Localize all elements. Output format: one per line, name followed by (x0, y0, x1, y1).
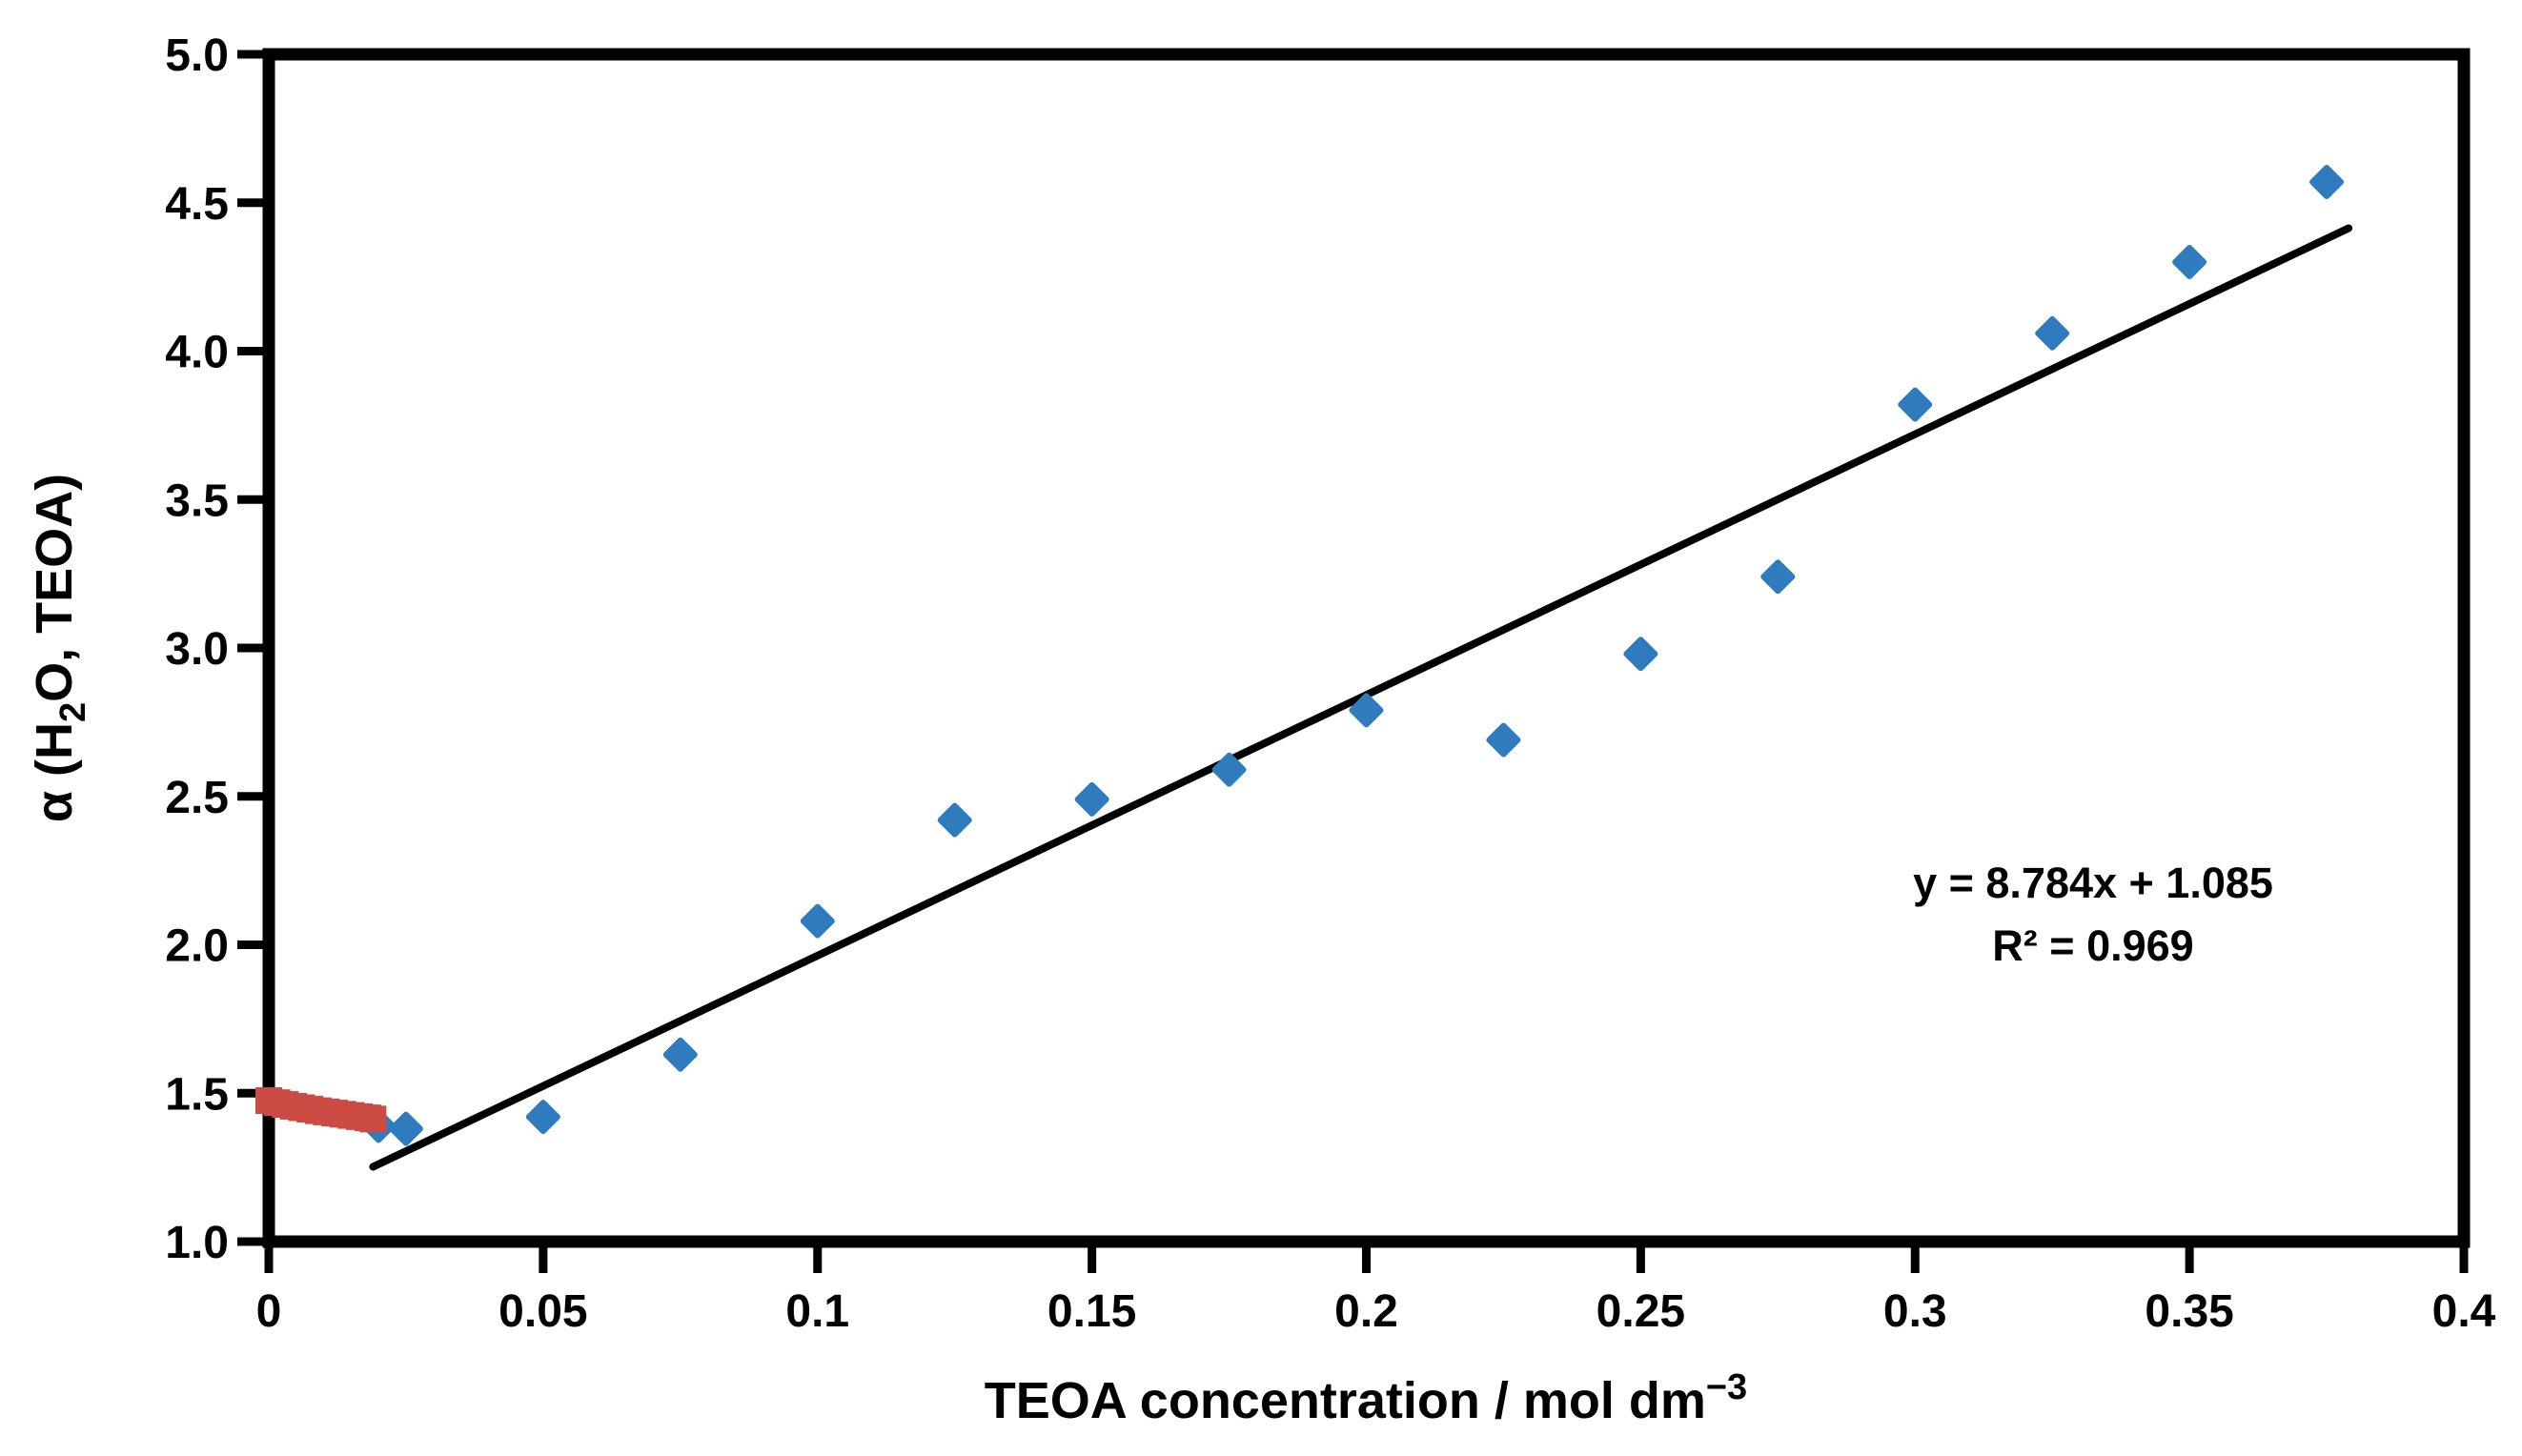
plot-frame (262, 48, 2471, 1248)
data-point-diamond (1211, 752, 1247, 787)
y-tick-label: 2.5 (165, 773, 229, 823)
data-point-diamond (2035, 315, 2070, 351)
y-tick-label: 3.0 (165, 624, 229, 675)
y-tick-label: 4.5 (165, 179, 229, 230)
x-tick-label: 0.35 (2145, 1286, 2233, 1337)
data-point-diamond (1623, 637, 1658, 672)
y-tick-label: 5.0 (165, 30, 229, 81)
axis-tick-labels: 0 0.05 0.1 0.15 0.2 0.25 0.3 0.35 0.4 1.0 1.5 2.0 2.… (165, 30, 2495, 1337)
x-tick-label: 0.1 (785, 1286, 849, 1337)
y-tick-label: 3.5 (165, 475, 229, 526)
x-axis-title: TEOA concentration / mol dm−3 (985, 1367, 1747, 1429)
y-tick-label: 1.0 (165, 1218, 229, 1268)
data-point-diamond (2172, 245, 2207, 280)
axis-ticks (237, 50, 2469, 1273)
trendline-equation: y = 8.784x + 1.085 (1913, 859, 2273, 907)
y-tick-label: 4.0 (165, 328, 229, 378)
data-point-diamond (2309, 164, 2345, 199)
x-tick-label: 0.25 (1597, 1286, 1685, 1337)
trendline-r-squared: R² = 0.969 (1992, 921, 2193, 970)
data-points (255, 164, 2345, 1146)
x-tick-label: 0.3 (1883, 1286, 1947, 1337)
x-tick-label: 0.4 (2432, 1286, 2496, 1337)
data-point-diamond (1486, 722, 1521, 758)
x-tick-label: 0 (256, 1286, 282, 1337)
data-point-diamond (388, 1111, 423, 1146)
x-tick-label: 0.05 (498, 1286, 587, 1337)
data-point-diamond (1074, 781, 1109, 817)
x-tick-label: 0.2 (1334, 1286, 1398, 1337)
data-point-diamond (937, 802, 972, 838)
data-point-diamond (1898, 387, 1933, 422)
plot-border (262, 48, 2471, 1248)
y-axis-title: α (H2O, TEOA) (26, 474, 93, 822)
x-tick-label: 0.15 (1047, 1286, 1136, 1337)
data-point-diamond (662, 1037, 698, 1072)
data-point-square (359, 1105, 387, 1133)
data-point-diamond (1349, 693, 1384, 728)
data-point-diamond (1760, 559, 1796, 595)
y-tick-label: 1.5 (165, 1069, 229, 1120)
y-tick-label: 2.0 (165, 921, 229, 972)
data-point-diamond (800, 903, 835, 939)
data-point-diamond (525, 1100, 560, 1135)
